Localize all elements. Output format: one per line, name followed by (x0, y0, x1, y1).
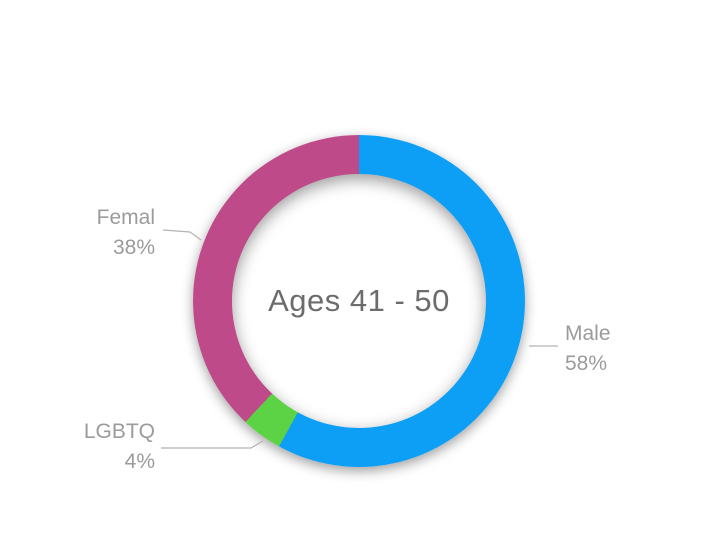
callout-lgbtq: LGBTQ 4% (84, 417, 155, 477)
femal-pct: 38% (112, 236, 155, 259)
lgbtq-leader-line (161, 440, 264, 449)
donut-hole: Ages 41 - 50 (232, 174, 486, 428)
femal-leader-line (162, 229, 202, 241)
callout-male: Male 58% (565, 319, 611, 379)
lgbtq-pct: 4% (124, 450, 155, 473)
callout-femal: Femal 38% (97, 203, 155, 263)
male-label: Male (565, 322, 611, 345)
femal-label: Femal (96, 206, 155, 229)
lgbtq-label: LGBTQ (83, 420, 155, 443)
male-pct: 58% (565, 352, 608, 375)
chart-center-label: Ages 41 - 50 (268, 283, 450, 318)
